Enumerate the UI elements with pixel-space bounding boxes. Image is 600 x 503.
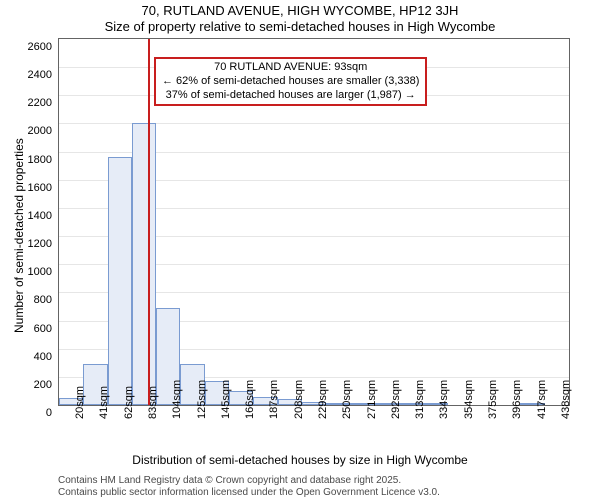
y-tick-label: 2200	[22, 97, 52, 109]
x-tick-label: 208sqm	[293, 380, 305, 419]
y-tick-label: 1800	[22, 154, 52, 166]
x-tick-label: 83sqm	[147, 386, 159, 419]
x-tick-label: 41sqm	[98, 386, 110, 419]
y-tick-label: 1400	[22, 210, 52, 222]
y-tick-label: 2600	[22, 41, 52, 53]
title-line-1: 70, RUTLAND AVENUE, HIGH WYCOMBE, HP12 3…	[0, 3, 600, 18]
x-tick-label: 375sqm	[487, 380, 499, 419]
x-tick-label: 354sqm	[463, 380, 475, 419]
x-tick-label: 271sqm	[366, 380, 378, 419]
x-tick-label: 125sqm	[196, 380, 208, 419]
x-tick-label: 417sqm	[536, 380, 548, 419]
x-tick-label: 438sqm	[560, 380, 572, 419]
y-tick-label: 400	[22, 351, 52, 363]
plot-area: 70 RUTLAND AVENUE: 93sqm← 62% of semi-de…	[58, 38, 570, 406]
x-tick-label: 187sqm	[268, 380, 280, 419]
footer-attribution: Contains HM Land Registry data © Crown c…	[58, 475, 440, 499]
y-tick-label: 800	[22, 294, 52, 306]
x-tick-label: 104sqm	[171, 380, 183, 419]
footer-line-1: Contains HM Land Registry data © Crown c…	[58, 475, 440, 487]
reference-line	[148, 39, 150, 405]
x-tick-label: 292sqm	[390, 380, 402, 419]
histogram-bar	[132, 123, 156, 405]
x-axis-title: Distribution of semi-detached houses by …	[0, 453, 600, 467]
y-tick-label: 600	[22, 323, 52, 335]
x-tick-label: 62sqm	[123, 386, 135, 419]
x-tick-label: 313sqm	[414, 380, 426, 419]
callout-line: 70 RUTLAND AVENUE: 93sqm	[162, 61, 419, 75]
y-tick-label: 1000	[22, 266, 52, 278]
y-tick-label: 1200	[22, 238, 52, 250]
x-tick-label: 229sqm	[317, 380, 329, 419]
y-tick-label: 2000	[22, 125, 52, 137]
chart-container: 70, RUTLAND AVENUE, HIGH WYCOMBE, HP12 3…	[0, 3, 600, 503]
histogram-bar	[108, 157, 132, 405]
x-tick-label: 396sqm	[511, 380, 523, 419]
footer-line-2: Contains public sector information licen…	[58, 487, 440, 499]
x-tick-label: 166sqm	[244, 380, 256, 419]
callout-line: 37% of semi-detached houses are larger (…	[162, 89, 419, 103]
title-line-2: Size of property relative to semi-detach…	[0, 19, 600, 34]
y-tick-label: 2400	[22, 69, 52, 81]
y-tick-label: 0	[22, 407, 52, 419]
y-tick-label: 200	[22, 379, 52, 391]
callout-box: 70 RUTLAND AVENUE: 93sqm← 62% of semi-de…	[154, 57, 427, 106]
x-tick-label: 145sqm	[220, 380, 232, 419]
x-tick-label: 20sqm	[74, 386, 86, 419]
x-tick-label: 334sqm	[438, 380, 450, 419]
y-tick-label: 1600	[22, 182, 52, 194]
x-tick-label: 250sqm	[341, 380, 353, 419]
callout-line: ← 62% of semi-detached houses are smalle…	[162, 75, 419, 89]
